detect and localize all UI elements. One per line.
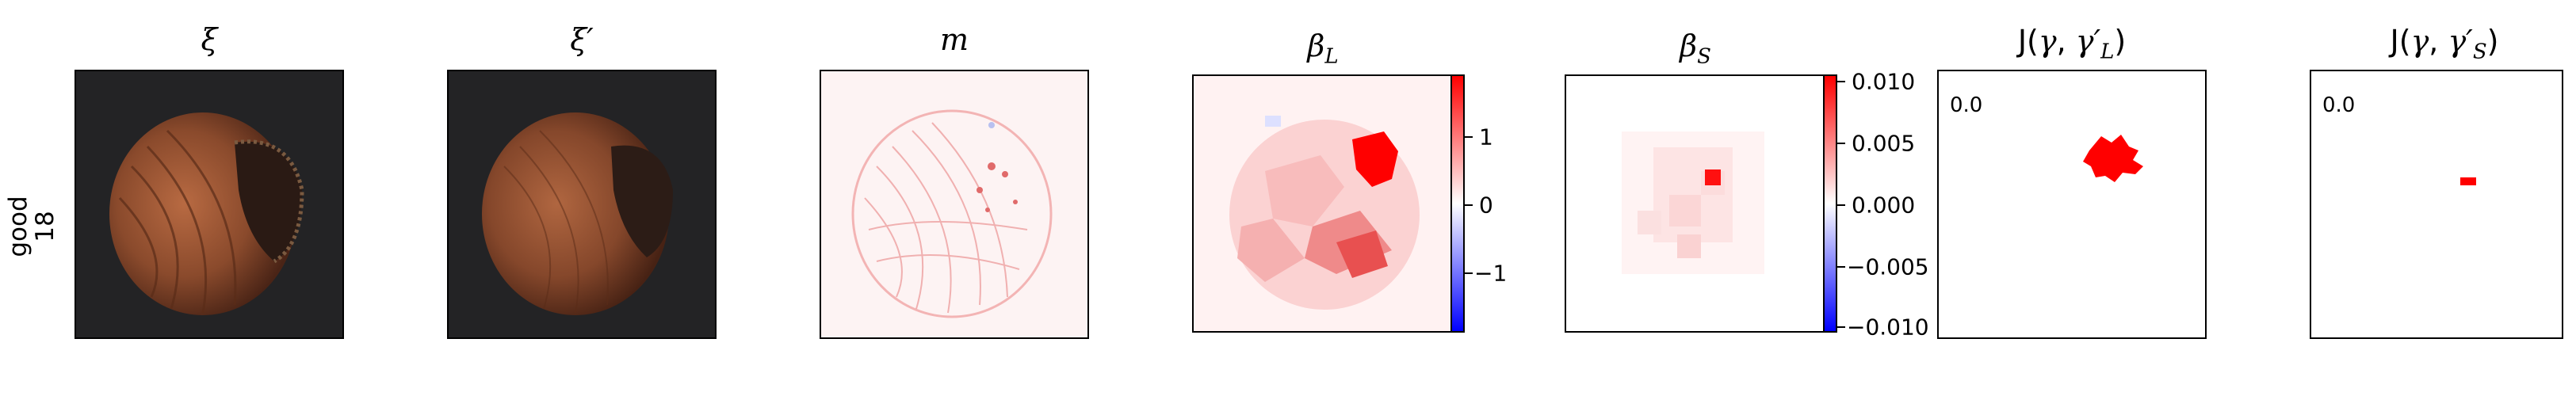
j-s-title-sub: S — [2472, 40, 2487, 64]
beta-s-tick-label: −0.005 — [1847, 253, 1929, 280]
j-s-title-gamma: γ — [2410, 24, 2429, 59]
hazelnut-image — [109, 112, 304, 315]
beta-l-title-sub: L — [1324, 44, 1339, 69]
j-s-title-suffix: ) — [2486, 24, 2499, 59]
beta-s-tick-label: 0.000 — [1852, 192, 1916, 219]
panel-j-l-image: 0.0 — [1937, 70, 2207, 339]
j-l-title-gamma: γ — [2038, 24, 2057, 59]
j-s-title-sep: , — [2429, 24, 2448, 59]
beta-s-title-sub: S — [1697, 44, 1711, 69]
j-l-value: 0.0 — [1950, 93, 1983, 117]
j-s-title-gamma-prime: γ′ — [2448, 24, 2473, 59]
beta-l-heatmap — [1194, 76, 1452, 331]
panel-m-image — [820, 70, 1089, 339]
anomaly-map-m — [851, 109, 1053, 318]
row-label-line2: 18 — [31, 211, 59, 242]
beta-l-tick — [1465, 204, 1473, 206]
beta-s-tick — [1837, 143, 1845, 144]
j-s-mask — [2460, 177, 2476, 185]
row-label-line1: good — [3, 196, 32, 257]
beta-l-tick — [1465, 272, 1473, 274]
panel-j-l-title: J(γ, γ′L) — [1937, 24, 2207, 64]
panel-j-s-image: 0.0 — [2310, 70, 2563, 339]
beta-s-tick-label: 0.010 — [1852, 68, 1916, 95]
j-s-title-prefix: J( — [2390, 24, 2411, 59]
beta-s-tick-label: 0.005 — [1852, 130, 1916, 157]
beta-l-tick-label: −1 — [1474, 260, 1508, 287]
panel-xi-prime-image — [447, 70, 717, 339]
beta-l-title-base: β — [1307, 29, 1325, 63]
beta-s-tick — [1837, 326, 1845, 328]
beta-s-heatmap — [1622, 131, 1764, 274]
row-label: good 18 — [0, 187, 63, 266]
panel-xi-prime-title: ξ′ — [570, 22, 594, 57]
j-l-title-sep: , — [2056, 24, 2076, 59]
j-l-title-gamma-prime: γ′ — [2075, 24, 2101, 59]
j-l-title-sub: L — [2100, 40, 2115, 64]
j-s-value: 0.0 — [2322, 93, 2356, 117]
beta-s-tick — [1837, 266, 1845, 268]
panel-m-title: m — [939, 22, 969, 57]
beta-s-tick-label: −0.010 — [1847, 314, 1929, 341]
panel-xi-image — [75, 70, 344, 339]
beta-l-tick — [1465, 136, 1473, 138]
beta-s-title-base: β — [1680, 29, 1698, 63]
panel-beta-l-title: βL — [1192, 29, 1454, 69]
row-label-text: good 18 — [3, 196, 59, 257]
panel-beta-s-image — [1565, 74, 1826, 333]
panel-beta-l-image — [1192, 74, 1454, 333]
panel-j-s-title: J(γ, γ′S) — [2310, 24, 2576, 64]
panel-xi-title: ξ — [201, 22, 218, 57]
panel-beta-s-title: βS — [1565, 29, 1826, 69]
beta-l-tick-label: 0 — [1479, 192, 1493, 219]
j-l-mask — [2083, 135, 2143, 182]
beta-s-colorbar — [1823, 74, 1837, 333]
beta-l-tick-label: 1 — [1479, 124, 1493, 150]
j-l-title-suffix: ) — [2114, 24, 2127, 59]
beta-s-tick — [1837, 81, 1845, 82]
j-l-title-prefix: J( — [2017, 24, 2039, 59]
beta-s-tick — [1837, 204, 1845, 206]
hazelnut-reconstruction-image — [482, 112, 673, 315]
beta-l-colorbar — [1450, 74, 1465, 333]
